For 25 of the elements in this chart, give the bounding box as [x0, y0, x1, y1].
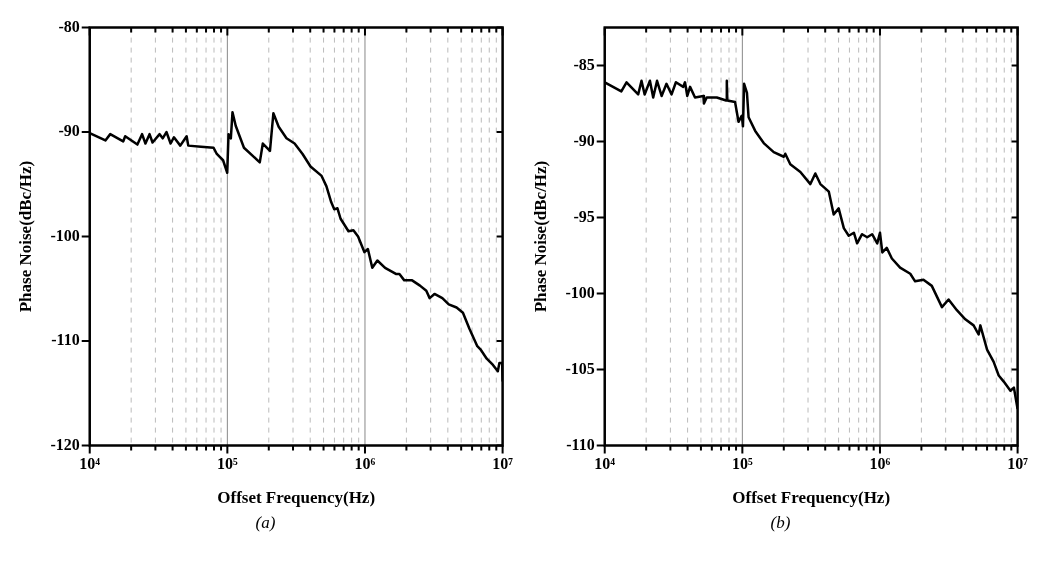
y-tick-label: -120 — [50, 435, 80, 453]
y-tick-label: -90 — [58, 122, 80, 140]
y-tick-label: -85 — [573, 55, 595, 73]
y-tick-label: -105 — [565, 359, 595, 377]
x-axis-title: Offset Frequency(Hz) — [732, 488, 891, 508]
x-tick-label: 10⁷ — [492, 455, 514, 473]
x-tick-label: 10⁴ — [79, 455, 101, 473]
y-tick-label: -110 — [51, 331, 80, 349]
x-tick-label: 10⁵ — [216, 455, 238, 473]
y-axis-title: Phase Noise(dBc/Hz) — [530, 160, 550, 313]
y-tick-label: -100 — [565, 283, 595, 301]
y-tick-label: -110 — [566, 435, 595, 453]
x-tick-label: 10⁷ — [1007, 455, 1029, 473]
x-tick-label: 10⁵ — [731, 455, 753, 473]
y-tick-label: -100 — [50, 226, 80, 244]
x-tick-label: 10⁶ — [354, 455, 376, 473]
x-tick-label: 10⁶ — [869, 455, 891, 473]
y-tick-label: -80 — [58, 17, 80, 35]
y-axis-title: Phase Noise(dBc/Hz) — [15, 160, 35, 313]
y-tick-label: -90 — [573, 131, 595, 149]
y-tick-label: -95 — [573, 207, 595, 225]
text: (b) — [769, 513, 792, 533]
x-tick-label: 10⁴ — [594, 455, 616, 473]
x-axis-title: Offset Frequency(Hz) — [217, 488, 376, 508]
text: (a) — [254, 513, 277, 533]
